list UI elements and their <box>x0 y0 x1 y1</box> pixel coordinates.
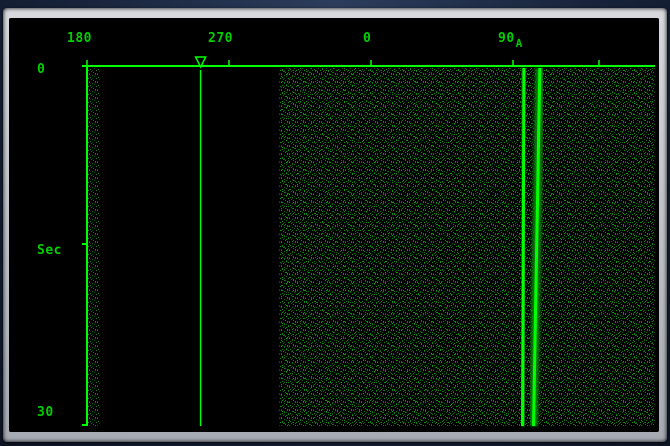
waterfall-plot <box>82 56 655 427</box>
noise-band-right-overlay <box>279 68 655 426</box>
time-axis-unit-label: Sec <box>37 243 62 258</box>
bearing-label-270: 270 <box>208 31 233 46</box>
noise-field <box>87 68 655 426</box>
sonar-waterfall-display: 180 270 0 90A 0 Sec 30 <box>9 18 659 432</box>
time-label-start: 0 <box>37 62 46 77</box>
tracked-bearing-marker <box>194 56 207 69</box>
contact-trace-1 <box>520 67 526 427</box>
display-axes <box>82 56 655 426</box>
noise-band-left <box>87 68 100 426</box>
bearing-label-180: 180 <box>67 31 92 46</box>
bearing-label-90: 90A <box>498 31 523 51</box>
bearing-suffix-label: A <box>515 37 523 50</box>
bearing-label-0: 0 <box>363 31 372 46</box>
contact-traces <box>517 67 545 427</box>
bearing-label-90-value: 90 <box>498 31 515 46</box>
time-label-end: 30 <box>37 405 54 420</box>
contact-trace-2 <box>532 67 542 427</box>
